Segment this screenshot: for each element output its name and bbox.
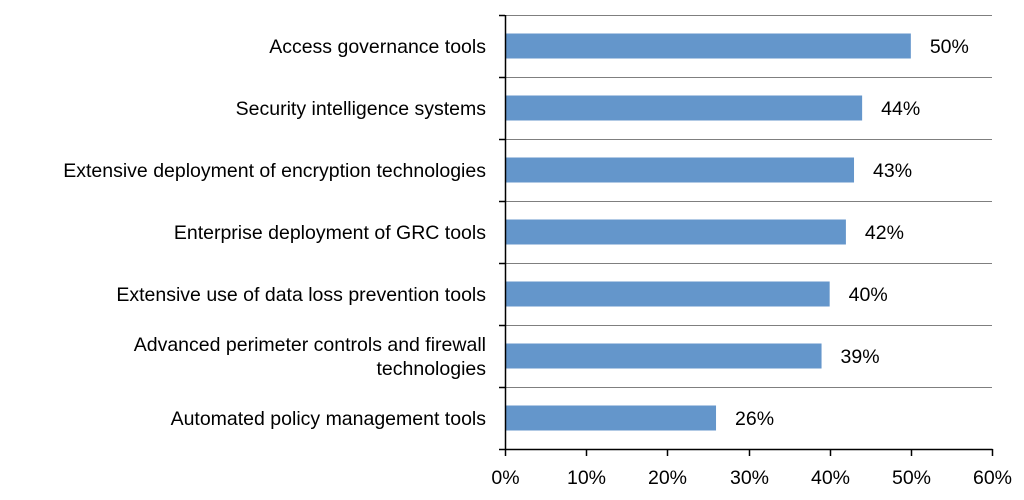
bars xyxy=(505,33,911,431)
category-label: Extensive use of data loss prevention to… xyxy=(116,284,486,306)
category-label-line: Extensive use of data loss prevention to… xyxy=(116,284,486,306)
x-tick-label: 50% xyxy=(892,467,931,489)
bar xyxy=(505,95,863,121)
category-label: Automated policy management tools xyxy=(171,408,487,430)
bar xyxy=(505,343,822,369)
data-label: 50% xyxy=(930,36,969,58)
category-label-line: Enterprise deployment of GRC tools xyxy=(174,222,486,244)
category-label-line: Access governance tools xyxy=(269,36,486,58)
x-tick-label: 60% xyxy=(973,467,1012,489)
data-label: 42% xyxy=(865,222,904,244)
category-label-line: Extensive deployment of encryption techn… xyxy=(63,160,486,182)
x-tick-label: 10% xyxy=(567,467,606,489)
x-tick-label: 20% xyxy=(648,467,687,489)
data-label: 40% xyxy=(849,284,888,306)
category-label: Security intelligence systems xyxy=(236,98,487,120)
data-label: 26% xyxy=(735,408,774,430)
data-label: 39% xyxy=(841,346,880,368)
category-label: Access governance tools xyxy=(269,36,486,58)
axes xyxy=(499,14,994,456)
category-label: Advanced perimeter controls and firewall… xyxy=(134,334,487,380)
bar xyxy=(505,405,717,431)
category-label-line: Advanced perimeter controls and firewall xyxy=(134,334,486,356)
category-label-line: Automated policy management tools xyxy=(171,408,487,430)
category-label: Extensive deployment of encryption techn… xyxy=(63,160,486,182)
bar xyxy=(505,281,830,307)
grid-lines xyxy=(505,15,992,388)
x-tick-label: 0% xyxy=(491,467,519,489)
x-tick-label: 30% xyxy=(730,467,769,489)
category-label-line: technologies xyxy=(377,358,487,380)
bar xyxy=(505,33,911,59)
bar xyxy=(505,219,846,245)
labels: 50% Access governance tools 44% Security in… xyxy=(63,36,1012,489)
x-tick-label: 40% xyxy=(811,467,850,489)
data-label: 43% xyxy=(873,160,912,182)
category-label-line: Security intelligence systems xyxy=(236,98,487,120)
bar xyxy=(505,157,855,183)
data-label: 44% xyxy=(881,98,920,120)
category-label: Enterprise deployment of GRC tools xyxy=(174,222,486,244)
